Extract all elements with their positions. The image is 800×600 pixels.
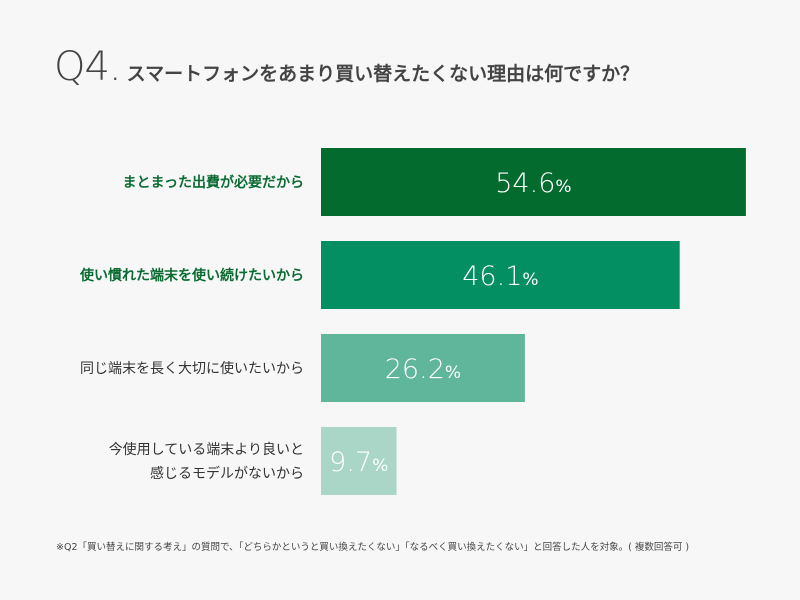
question-text: スマートフォンをあまり買い替えたくない理由は何ですか？ — [126, 63, 640, 85]
page-title: Q4. スマートフォンをあまり買い替えたくない理由は何ですか？ — [54, 44, 639, 90]
question-number: Q4. — [54, 44, 122, 90]
category-label-1: 使い慣れた端末を使い続けたいから — [79, 267, 304, 284]
value-label-1: 46.1% — [462, 261, 538, 292]
value-label-2: 26.2% — [385, 354, 461, 385]
bar-1 — [321, 241, 680, 309]
value-label-3: 9.7% — [329, 447, 388, 478]
bar-3 — [321, 427, 397, 495]
value-label-0: 54.6% — [495, 168, 571, 199]
category-label-2: 同じ端末を長く大切に使いたいから — [80, 360, 304, 377]
bar-2 — [321, 334, 525, 402]
category-label-0: まとまった出費が必要だから — [123, 174, 304, 191]
category-label-3: 今使用している端末より良いと感じるモデルがないから — [109, 441, 304, 482]
footnote: ※Q2「買い替えに関する考え」の質問で、「どちらかというと買い換えたくない」「な… — [56, 542, 690, 553]
bar-0 — [321, 148, 746, 216]
